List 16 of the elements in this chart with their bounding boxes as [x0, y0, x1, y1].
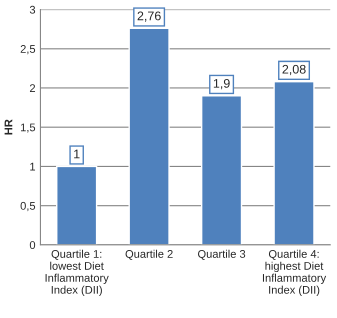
x-tick-label: Quartile 4: highest Diet Inflammatory Index (DII) — [262, 250, 326, 296]
data-label: 1,9 — [214, 78, 230, 90]
y-tick-label: 0 — [30, 241, 36, 249]
y-tick-label: 2 — [30, 84, 36, 92]
y-tick-label: 1 — [30, 162, 36, 170]
x-tick-label: Quartile 1: lowest Diet Inflammatory Index (DII) — [46, 250, 109, 296]
data-label: 2,08 — [282, 64, 306, 76]
data-label: 2,76 — [138, 11, 161, 22]
y-tick-label: 1,5 — [20, 124, 36, 133]
x-tick-label: Quartile 2 — [126, 250, 173, 260]
y-tick-label: 2,5 — [20, 45, 36, 54]
y-tick-label: 3 — [30, 6, 36, 14]
data-label: 1 — [74, 150, 80, 158]
x-tick-label: Quartile 3 — [198, 250, 246, 260]
y-tick-label: 0,5 — [20, 202, 36, 212]
y-axis-title: HR — [4, 119, 12, 134]
